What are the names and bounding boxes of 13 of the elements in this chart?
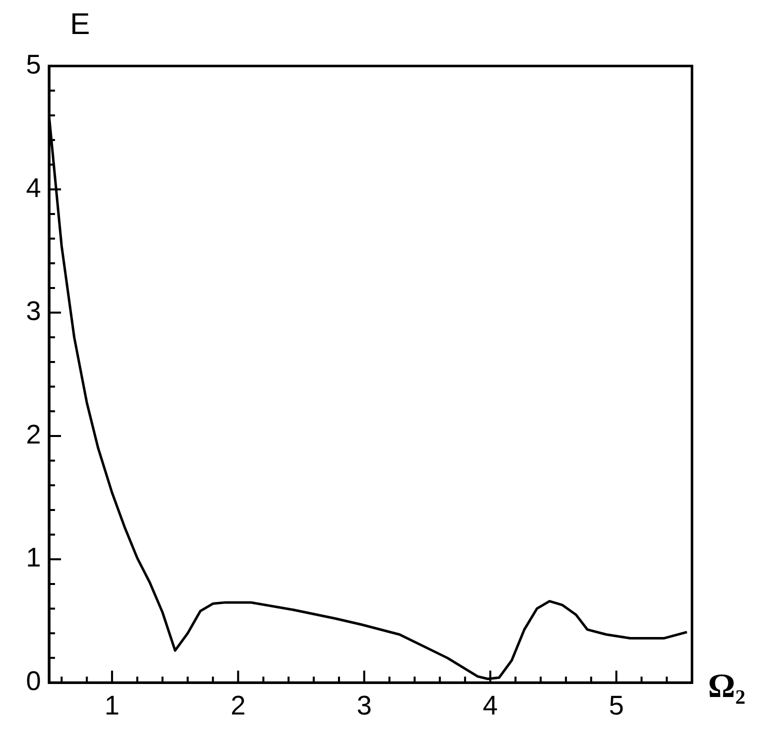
x-tick-label: 4 [482, 690, 498, 720]
x-tick-label: 2 [230, 690, 246, 720]
x-tick-label: 3 [356, 690, 372, 720]
y-axis-title: E [70, 8, 90, 42]
y-tick-label: 0 [26, 666, 42, 696]
y-tick-label: 2 [26, 419, 42, 450]
x-tick-label: 1 [104, 690, 120, 720]
y-tick-label: 3 [26, 296, 42, 326]
y-tick-label: 4 [26, 172, 42, 203]
x-tick-label: 5 [608, 690, 624, 720]
y-tick-label: 1 [26, 542, 42, 573]
y-tick-label: 5 [26, 49, 42, 80]
x-axis-title: Ω₂ [708, 668, 746, 706]
